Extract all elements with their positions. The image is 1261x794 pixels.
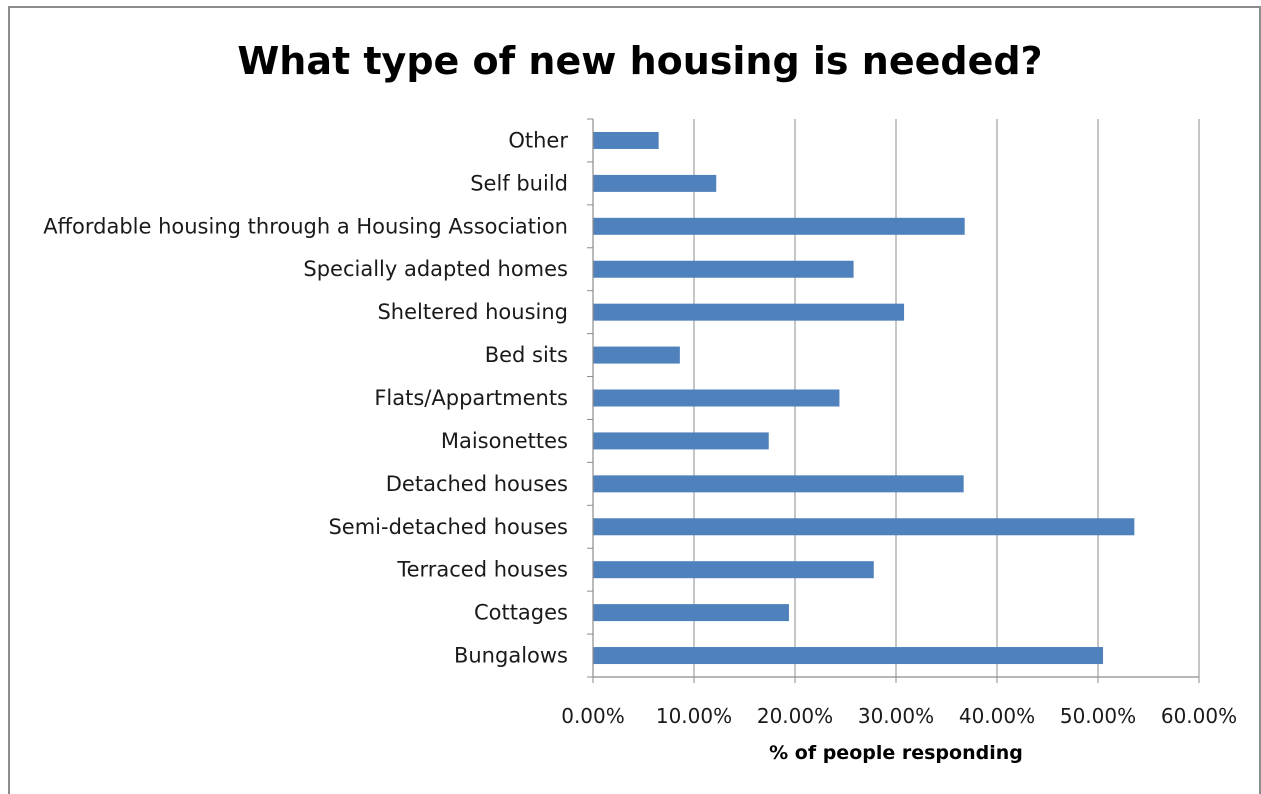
bar <box>593 389 840 407</box>
category-label: Terraced houses <box>396 558 568 582</box>
category-label: Flats/Appartments <box>374 386 568 410</box>
category-label: Semi-detached houses <box>328 515 568 539</box>
bar <box>593 303 905 321</box>
bar <box>593 561 874 579</box>
category-label: Detached houses <box>386 472 568 496</box>
chart-title: What type of new housing is needed? <box>237 39 1042 83</box>
category-label: Self build <box>470 171 568 195</box>
bar <box>593 131 659 149</box>
bar <box>593 475 964 493</box>
x-tick-label: 50.00% <box>1060 704 1136 728</box>
x-tick-label: 60.00% <box>1161 704 1237 728</box>
category-label: Cottages <box>474 601 568 625</box>
x-tick-label: 10.00% <box>656 704 732 728</box>
bar <box>593 432 769 450</box>
bar <box>593 647 1104 665</box>
category-label: Maisonettes <box>441 429 568 453</box>
category-label: Sheltered housing <box>377 300 568 324</box>
x-axis-title: % of people responding <box>769 742 1023 764</box>
category-label: Affordable housing through a Housing Ass… <box>43 214 568 238</box>
bar <box>593 346 680 364</box>
category-labels: Other Self build Affordable housing throug… <box>43 128 568 667</box>
bar <box>593 174 717 192</box>
bar <box>593 260 854 278</box>
x-tick-label: 30.00% <box>858 704 934 728</box>
x-tick-label: 0.00% <box>561 704 625 728</box>
bar <box>593 217 965 235</box>
category-label: Bungalows <box>454 644 568 668</box>
x-tick-label: 40.00% <box>959 704 1035 728</box>
x-tick-labels: 0.00% 10.00% 20.00% 30.00% 40.00% 50.00% 60.00… <box>561 704 1237 728</box>
category-label: Specially adapted homes <box>303 257 568 281</box>
axes <box>587 118 1200 683</box>
category-label: Bed sits <box>485 343 568 367</box>
bar <box>593 604 789 622</box>
bars <box>593 131 1135 665</box>
bar <box>593 518 1135 536</box>
category-label: Other <box>508 128 568 152</box>
x-tick-label: 20.00% <box>757 704 833 728</box>
